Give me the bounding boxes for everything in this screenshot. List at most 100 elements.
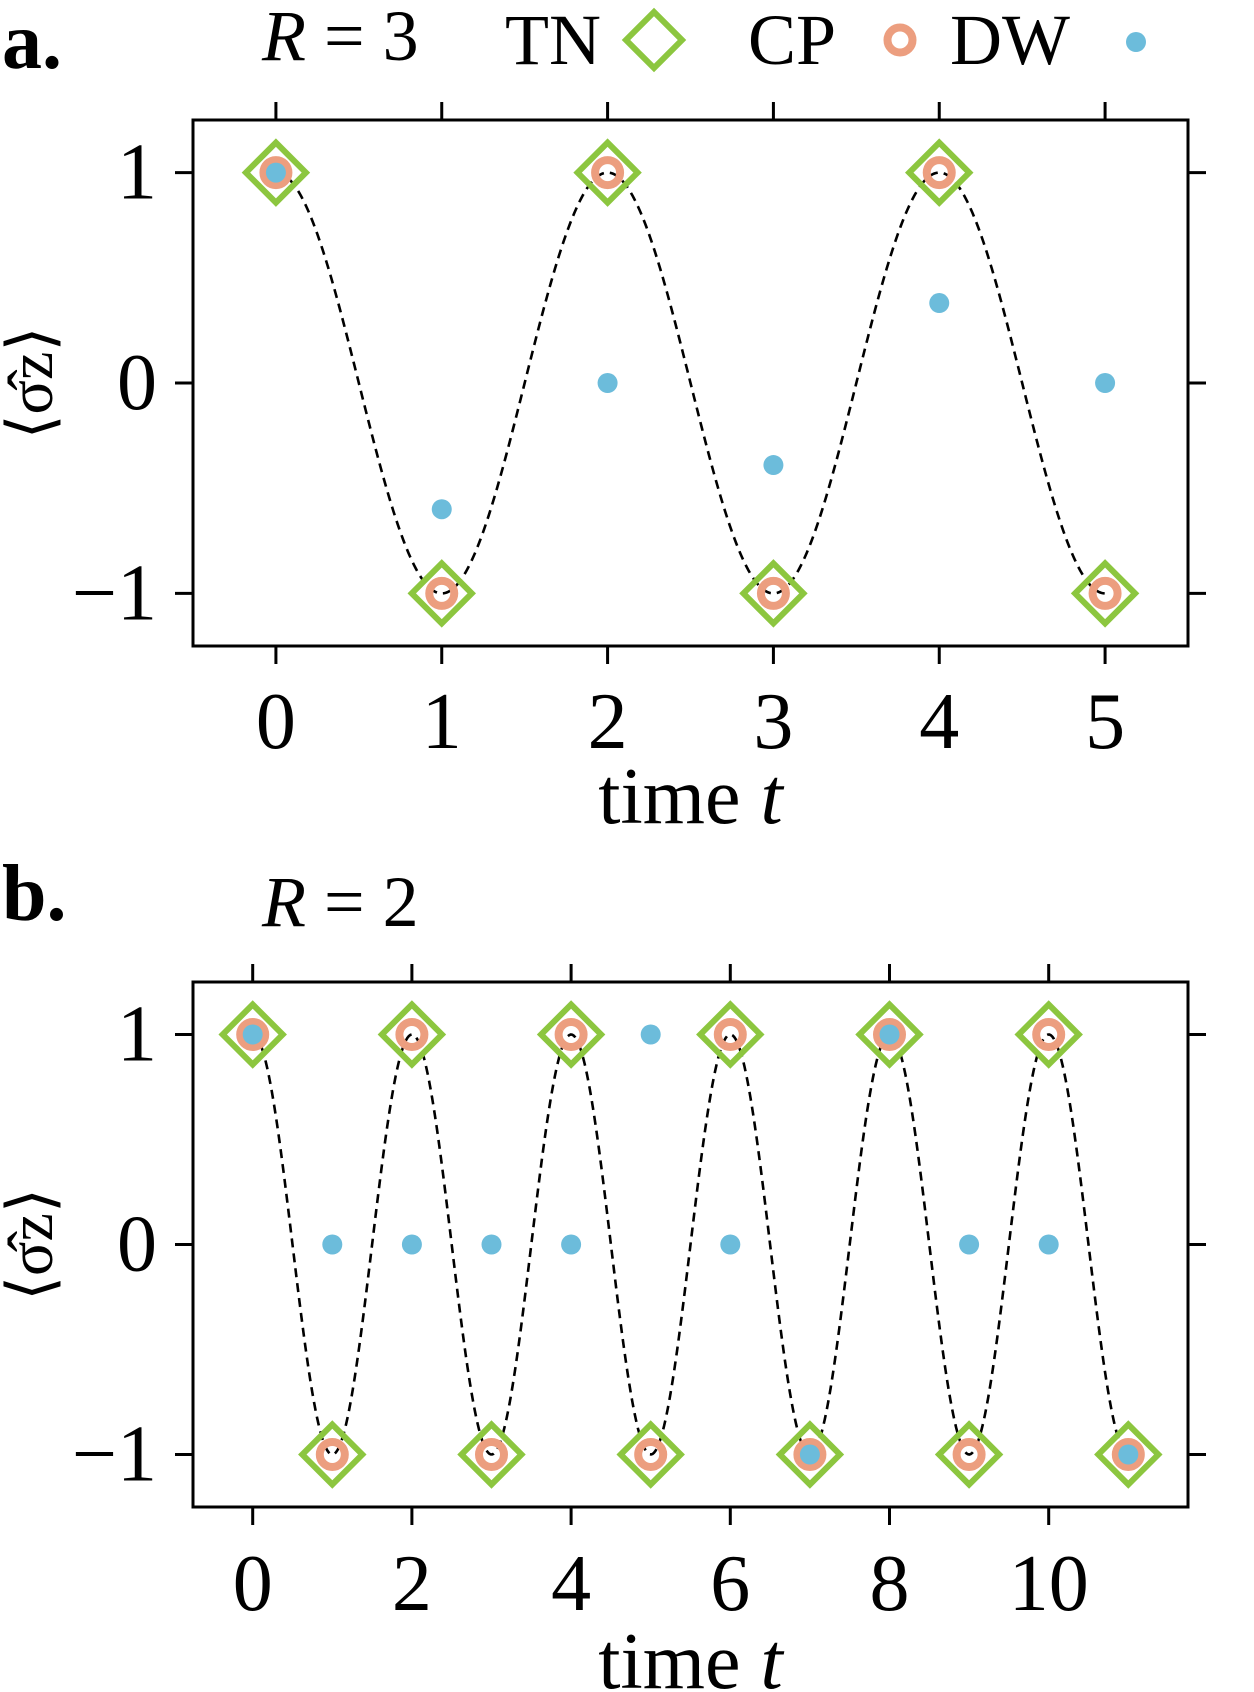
y-tick-label: 0	[117, 339, 157, 427]
cp-ring-point	[591, 156, 625, 190]
x-tick-label: 0	[233, 1540, 273, 1628]
cp-ring-point	[475, 1438, 508, 1471]
tn-diamond-point	[696, 1000, 765, 1069]
cp-ring-point	[634, 1438, 668, 1471]
dw-dot-point	[929, 293, 950, 314]
dw-dot-point	[720, 1234, 741, 1255]
y-tick-label: −1	[72, 1411, 157, 1499]
panel-a: a. R = 3 0 1 2 3 4 5 1 0 −1 time t ⟨σ̂z⟩	[0, 0, 1206, 841]
y-tick-label: 0	[117, 1201, 157, 1289]
dw-dot-point	[1095, 373, 1116, 393]
dashed-curve	[252, 1033, 1129, 1456]
title-eq: = 2	[306, 862, 419, 942]
y-tick-label: −1	[72, 549, 157, 637]
tn-diamond-point	[775, 1420, 845, 1489]
dw-dot-point	[879, 1024, 900, 1045]
tn-diamond-point	[218, 1000, 287, 1069]
dw-dot-point	[959, 1234, 980, 1255]
tn-diamond-point	[934, 1420, 1004, 1489]
y-axis-label: ⟨σ̂z⟩	[0, 1188, 66, 1301]
panel-letter: a.	[2, 0, 62, 86]
x-axis-label-var: t	[760, 753, 784, 841]
cp-ring-point	[873, 1018, 906, 1051]
tn-diamond-point	[573, 138, 642, 207]
x-axis-label: time t	[598, 753, 784, 841]
tn-diamond-point	[241, 138, 311, 207]
x-tick-label: 2	[392, 1540, 432, 1628]
legend: TN CP DW	[505, 0, 1146, 80]
tn-diamond-point	[855, 1000, 924, 1069]
tn-diamond-point	[536, 1000, 606, 1069]
cp-ring-point	[713, 1018, 747, 1051]
dw-dot-point	[1038, 1234, 1059, 1255]
legend-tn-diamond-marker	[621, 7, 687, 73]
y-tick-label: 1	[117, 129, 157, 217]
dw-dot-point	[597, 373, 618, 393]
tn-diamond-point	[739, 559, 808, 628]
title-param: R	[261, 0, 306, 76]
x-tick-label: 1	[422, 678, 462, 766]
x-tick-label: 4	[919, 678, 959, 766]
dw-dot-point	[640, 1024, 661, 1045]
tn-diamond-point	[905, 138, 974, 207]
cp-ring-point	[259, 156, 293, 190]
panel-title: R = 2	[261, 862, 419, 942]
title-eq: = 3	[306, 0, 419, 76]
x-axis-label: time t	[598, 1618, 784, 1692]
dw-dot-point	[1118, 1444, 1139, 1465]
legend-dw-dot-marker	[1126, 32, 1146, 52]
x-axis-label-word: time	[598, 753, 760, 841]
panel-letter: b.	[2, 850, 67, 938]
cp-ring-point	[1032, 1018, 1066, 1051]
dw-dot-point	[401, 1234, 422, 1255]
x-axis-label-var: t	[760, 1618, 784, 1692]
dw-dot-point	[481, 1234, 502, 1255]
title-param: R	[261, 862, 306, 942]
dw-dot-point	[265, 162, 286, 183]
dw-dot-point	[799, 1444, 820, 1465]
y-tick-label: 1	[117, 991, 157, 1079]
x-tick-label: 8	[870, 1540, 910, 1628]
tn-diamond-point	[457, 1420, 526, 1489]
x-tick-label: 0	[256, 678, 296, 766]
cp-ring-point	[236, 1018, 270, 1051]
dw-dot-point	[431, 499, 452, 520]
legend-tn-diamond	[621, 7, 687, 73]
cp-ring-point	[395, 1018, 429, 1051]
y-axis-label: ⟨σ̂z⟩	[0, 327, 66, 440]
cp-ring-point	[922, 156, 956, 190]
x-tick-label: 3	[753, 678, 793, 766]
cp-ring-point	[756, 576, 790, 610]
dashed-curve	[275, 171, 1106, 595]
x-tick-label: 2	[588, 678, 628, 766]
tn-diamond-point	[616, 1420, 685, 1489]
tn-diamond-point	[298, 1420, 367, 1489]
dw-dot-point	[322, 1234, 343, 1255]
x-tick-label: 6	[710, 1540, 750, 1628]
dw-dot-point	[242, 1024, 263, 1045]
legend-label-cp: CP	[748, 0, 836, 80]
legend-cp-ring	[883, 23, 917, 57]
x-tick-label: 4	[551, 1540, 591, 1628]
legend-cp-ring-marker	[883, 23, 917, 57]
legend-label-tn: TN	[505, 0, 601, 80]
cp-ring-point	[315, 1438, 349, 1471]
dw-dot-point	[763, 455, 784, 476]
tn-diamond-point	[1094, 1420, 1163, 1489]
dw-dot-point	[561, 1234, 582, 1255]
cp-ring-point	[554, 1018, 588, 1051]
x-tick-label: 10	[1009, 1540, 1089, 1628]
cp-ring-point	[1111, 1438, 1145, 1471]
cp-ring-point	[952, 1438, 986, 1471]
cp-ring-point	[1088, 576, 1122, 610]
legend-dw-dot	[1126, 32, 1146, 52]
tn-diamond-point	[407, 559, 476, 628]
tn-diamond-point	[1070, 559, 1140, 628]
legend-label-dw: DW	[950, 0, 1070, 80]
x-tick-label: 5	[1085, 678, 1125, 766]
cp-ring-point	[793, 1438, 827, 1471]
panel-title: R = 3	[261, 0, 419, 76]
x-axis-label-word: time	[598, 1618, 760, 1692]
